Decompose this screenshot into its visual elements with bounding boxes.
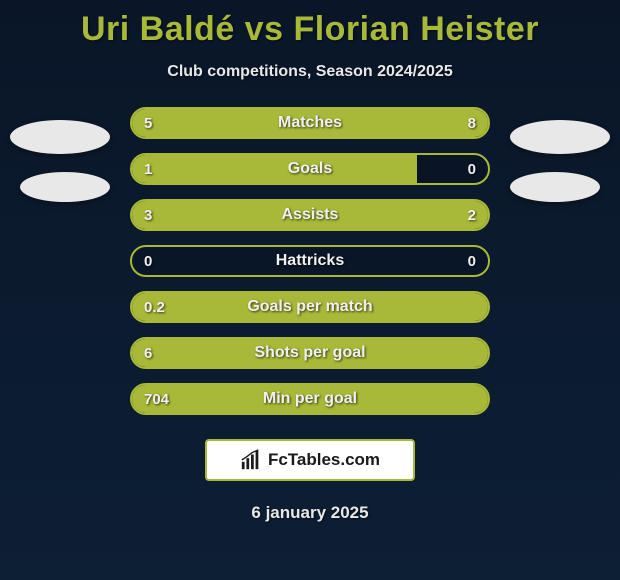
comparison-chart: 58Matches 10Goals 32Assists 00Hattricks 0.2G…: [0, 107, 620, 415]
stat-row: 10Goals: [130, 153, 490, 185]
stat-label: Goals: [132, 155, 488, 183]
stat-label: Hattricks: [132, 247, 488, 275]
logo-text: FcTables.com: [268, 450, 380, 470]
subtitle: Club competitions, Season 2024/2025: [0, 63, 620, 81]
stat-row: 6Shots per goal: [130, 337, 490, 369]
stat-row: 0.2Goals per match: [130, 291, 490, 323]
stat-row: 32Assists: [130, 199, 490, 231]
stat-label: Assists: [132, 201, 488, 229]
stat-row: 704Min per goal: [130, 383, 490, 415]
stat-label: Matches: [132, 109, 488, 137]
stat-label: Min per goal: [132, 385, 488, 413]
page-title: Uri Baldé vs Florian Heister: [0, 0, 620, 49]
stat-label: Shots per goal: [132, 339, 488, 367]
chart-icon: [240, 449, 262, 471]
stat-row: 58Matches: [130, 107, 490, 139]
stat-label: Goals per match: [132, 293, 488, 321]
stat-row: 00Hattricks: [130, 245, 490, 277]
date-text: 6 january 2025: [0, 503, 620, 523]
fctables-logo[interactable]: FcTables.com: [205, 439, 415, 481]
